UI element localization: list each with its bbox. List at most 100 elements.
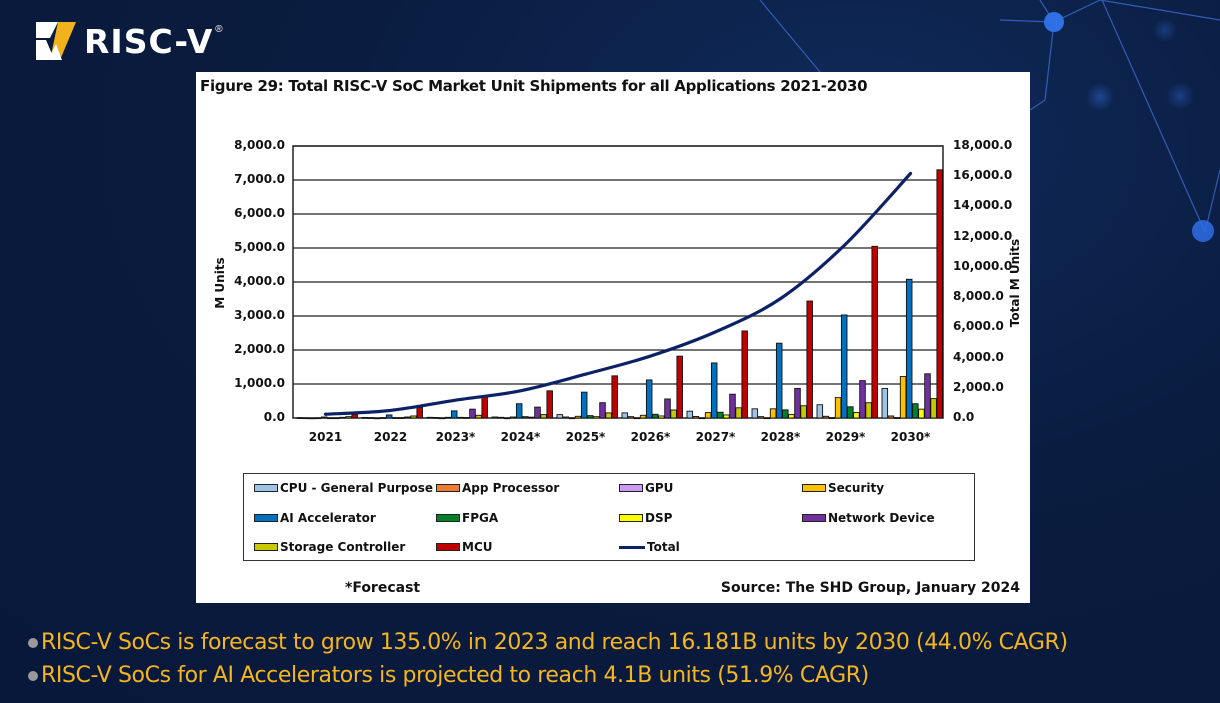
bar-ai-accelerator (450, 410, 458, 419)
legend-item: DSP (619, 511, 672, 525)
bar-network-device (599, 402, 606, 419)
finding-text: RISC-V SoCs for AI Accelerators is proje… (41, 663, 869, 688)
bar-dsp (853, 412, 860, 419)
bar-network-device (794, 387, 801, 419)
bar-cpu-general-purpose (621, 412, 629, 419)
left-axis-tick-label: 1,000.0 (234, 376, 285, 390)
legend-item: MCU (436, 540, 493, 554)
x-axis-tick-label: 2025* (565, 430, 606, 444)
bar-fpga (327, 417, 334, 420)
legend-color-swatch-icon (619, 484, 643, 492)
forecast-note: *Forecast (345, 580, 421, 596)
bar-mcu (676, 355, 683, 419)
right-axis-tick-label: 14,000.0 (953, 198, 1013, 213)
bar-fpga (392, 417, 399, 419)
bar-network-device (534, 406, 541, 419)
bar-app-processor (822, 415, 830, 419)
legend-item: AI Accelerator (254, 511, 376, 525)
registered-mark: ® (215, 23, 223, 35)
bar-app-processor (302, 417, 310, 420)
bar-cpu-general-purpose (491, 416, 499, 419)
bar-ai-accelerator (775, 342, 783, 419)
right-axis-tick-label: 4,000.0 (953, 349, 1004, 364)
bar-network-device (339, 416, 346, 419)
bar-cpu-general-purpose (751, 408, 759, 419)
bar-mcu (871, 245, 878, 419)
finding-text: RISC-V SoCs is forecast to grow 135.0% i… (41, 630, 1068, 655)
legend-item: CPU - General Purpose (254, 481, 433, 495)
chart-plot-area (292, 145, 944, 420)
bar-fpga (782, 409, 789, 419)
finding-bullet: RISC-V SoCs is forecast to grow 135.0% i… (28, 626, 1068, 659)
bar-dsp (398, 417, 405, 419)
risc-v-logo-mark-icon (36, 22, 76, 60)
bar-security (379, 417, 387, 419)
left-axis-tick-label: 2,000.0 (234, 342, 285, 356)
bar-mcu (351, 414, 358, 419)
chart-legend: CPU - General Purpose App Processor GPU Sec… (243, 473, 975, 561)
bar-security (769, 408, 777, 419)
x-axis-tick-label: 2024* (500, 430, 541, 444)
bullet-dot-icon (28, 637, 38, 648)
bar-storage-controller (605, 412, 612, 419)
bar-storage-controller (865, 402, 872, 419)
left-axis-tick-label: 0.0 (263, 410, 285, 424)
bar-network-device (924, 373, 931, 419)
bar-network-device (404, 416, 411, 419)
bar-network-device (859, 380, 866, 419)
bar-ai-accelerator (710, 362, 718, 419)
bar-storage-controller (735, 407, 742, 419)
bar-gpu (568, 417, 576, 420)
legend-item: Storage Controller (254, 540, 405, 554)
bar-dsp (788, 414, 795, 419)
legend-item: FPGA (436, 511, 498, 525)
bar-mcu (416, 407, 423, 419)
bar-ai-accelerator (580, 391, 588, 419)
bar-storage-controller (930, 398, 937, 419)
bar-security (834, 397, 842, 419)
bar-mcu (741, 330, 748, 419)
source-note: Source: The SHD Group, January 2024 (720, 580, 1020, 596)
legend-label: FPGA (462, 511, 499, 525)
legend-label: Security (828, 481, 885, 495)
bar-cpu-general-purpose (816, 404, 824, 419)
x-axis-tick-label: 2022 (373, 430, 408, 444)
bar-cpu-general-purpose (686, 410, 694, 419)
bar-security (639, 414, 647, 419)
risc-v-logo: RISC-V ® (36, 21, 223, 61)
bar-gpu (698, 417, 706, 420)
bar-app-processor (627, 416, 635, 419)
bar-mcu (936, 169, 943, 419)
bar-gpu (893, 417, 901, 419)
bar-storage-controller (475, 414, 482, 419)
bar-ai-accelerator (645, 379, 653, 419)
bar-gpu (633, 417, 641, 420)
bar-security (574, 415, 582, 419)
bar-network-device (469, 408, 476, 419)
bar-network-device (729, 393, 736, 419)
bar-fpga (652, 413, 659, 419)
legend-item: App Processor (436, 481, 559, 495)
risc-v-wordmark: RISC-V (84, 21, 214, 61)
legend-label: GPU (645, 481, 674, 495)
bullet-dot-icon (28, 670, 38, 681)
bar-app-processor (757, 416, 765, 419)
left-axis-tick-label: 5,000.0 (234, 240, 285, 254)
bar-app-processor (692, 416, 700, 419)
bar-app-processor (887, 415, 895, 419)
bar-fpga (522, 416, 529, 419)
bar-gpu (438, 417, 446, 420)
bar-security (314, 417, 322, 420)
x-axis-tick-label: 2026* (630, 430, 671, 444)
legend-color-swatch-icon (254, 514, 278, 522)
bar-app-processor (497, 416, 505, 419)
bar-fpga (457, 416, 464, 419)
chart-title: Figure 29: Total RISC-V SoC Market Unit … (200, 77, 868, 95)
bar-ai-accelerator (385, 414, 393, 419)
bar-fpga (587, 415, 594, 419)
bar-storage-controller (345, 416, 352, 419)
bar-cpu-general-purpose (296, 417, 304, 419)
finding-bullet: RISC-V SoCs for AI Accelerators is proje… (28, 659, 1068, 692)
bar-gpu (503, 417, 511, 420)
